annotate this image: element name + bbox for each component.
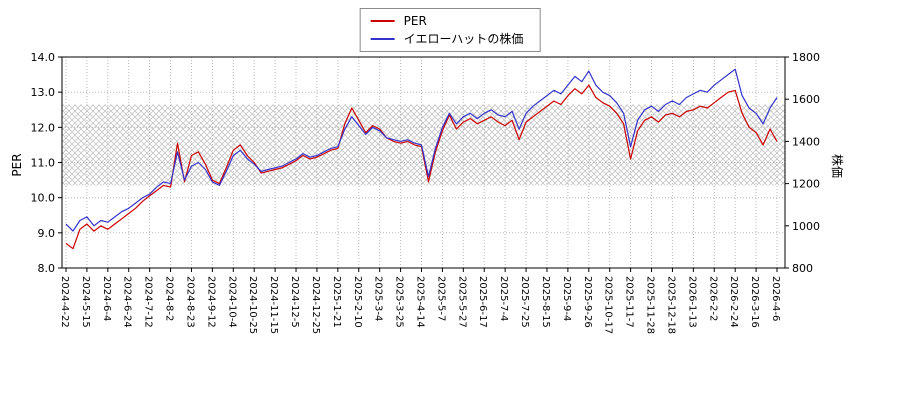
svg-text:2025-5-7: 2025-5-7 (435, 276, 446, 321)
svg-text:2024-8-2: 2024-8-2 (164, 276, 175, 321)
svg-text:2024-12-25: 2024-12-25 (310, 276, 321, 334)
gridlines (62, 57, 785, 268)
svg-text:2026-3-16: 2026-3-16 (749, 276, 760, 328)
svg-text:1400: 1400 (792, 135, 820, 148)
svg-text:12.0: 12.0 (31, 121, 56, 134)
svg-text:1000: 1000 (792, 220, 820, 233)
svg-text:2024-5-15: 2024-5-15 (80, 276, 91, 328)
svg-text:2024-7-12: 2024-7-12 (143, 276, 154, 328)
svg-text:2024-6-4: 2024-6-4 (101, 276, 112, 321)
left-axis-title: PER (10, 153, 24, 177)
svg-text:2025-6-17: 2025-6-17 (477, 276, 488, 328)
svg-text:2025-7-25: 2025-7-25 (519, 276, 530, 328)
svg-text:2025-5-27: 2025-5-27 (456, 276, 467, 328)
svg-text:2026-4-6: 2026-4-6 (770, 276, 781, 321)
svg-text:2025-7-4: 2025-7-4 (498, 276, 509, 321)
legend-label-per: PER (403, 14, 427, 28)
svg-text:9.0: 9.0 (38, 227, 56, 240)
svg-text:2026-2-2: 2026-2-2 (707, 276, 718, 321)
axis-tick-labels: 8.0 9.0 10.0 11.0 12.0 13.0 14.0 800 1000 1200 140… (31, 51, 821, 334)
svg-text:1800: 1800 (792, 51, 820, 64)
svg-text:13.0: 13.0 (31, 86, 56, 99)
series-line-1 (65, 68, 778, 232)
svg-text:11.0: 11.0 (31, 157, 56, 170)
svg-text:2024-4-22: 2024-4-22 (59, 276, 70, 328)
svg-text:8.0: 8.0 (38, 262, 56, 275)
svg-text:2024-11-15: 2024-11-15 (268, 276, 279, 334)
svg-text:2025-3-25: 2025-3-25 (394, 276, 405, 328)
series-lines (65, 68, 778, 250)
svg-text:2025-9-4: 2025-9-4 (561, 276, 572, 321)
svg-text:14.0: 14.0 (31, 51, 56, 64)
svg-text:2026-1-13: 2026-1-13 (686, 276, 697, 328)
legend-item-per: PER (370, 14, 524, 28)
svg-text:2025-3-4: 2025-3-4 (373, 276, 384, 321)
svg-text:2025-11-28: 2025-11-28 (645, 276, 656, 334)
svg-text:2025-12-18: 2025-12-18 (665, 276, 676, 334)
svg-text:2025-4-14: 2025-4-14 (415, 276, 426, 328)
svg-text:2026-2-24: 2026-2-24 (728, 276, 739, 328)
legend-item-stock-price: イエローハットの株価 (370, 32, 524, 46)
svg-text:2024-9-12: 2024-9-12 (205, 276, 216, 328)
svg-text:2025-8-15: 2025-8-15 (540, 276, 551, 328)
legend-line-stock-price (370, 38, 395, 40)
svg-text:2025-11-7: 2025-11-7 (624, 276, 635, 328)
svg-text:2025-1-21: 2025-1-21 (331, 276, 342, 328)
svg-text:2024-6-24: 2024-6-24 (122, 276, 133, 328)
svg-text:2025-2-10: 2025-2-10 (352, 276, 363, 328)
svg-text:2025-9-26: 2025-9-26 (582, 276, 593, 328)
legend-label-stock-price: イエローハットの株価 (403, 32, 524, 46)
svg-text:2025-10-17: 2025-10-17 (603, 276, 614, 334)
svg-text:2024-10-25: 2024-10-25 (247, 276, 258, 334)
svg-text:800: 800 (792, 262, 813, 275)
axis-tick-marks (58, 56, 789, 272)
svg-text:10.0: 10.0 (31, 192, 56, 205)
svg-text:1200: 1200 (792, 178, 820, 191)
svg-text:1600: 1600 (792, 93, 820, 106)
legend-line-per (370, 20, 395, 22)
legend: PER イエローハットの株価 (359, 8, 541, 52)
svg-text:2024-8-23: 2024-8-23 (185, 276, 196, 328)
svg-text:2024-12-5: 2024-12-5 (289, 276, 300, 328)
svg-text:2024-10-4: 2024-10-4 (226, 276, 237, 328)
right-axis-title: 株価 (830, 153, 844, 178)
